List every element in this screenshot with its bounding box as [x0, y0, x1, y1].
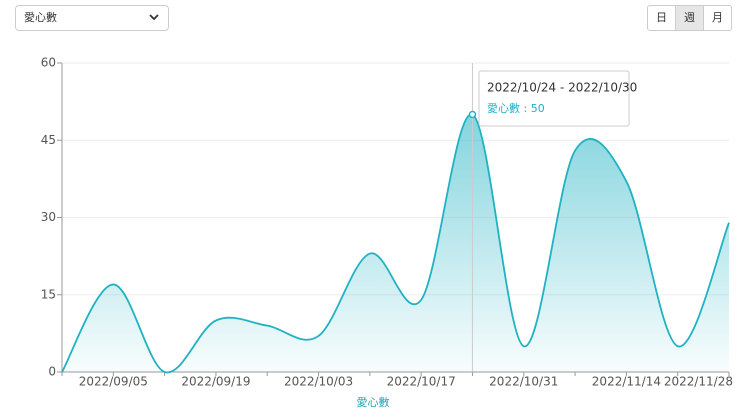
- period-button[interactable]: 週: [675, 6, 703, 30]
- y-tick-label: 0: [48, 365, 56, 379]
- x-tick-label: 2022/09/05: [79, 375, 148, 389]
- x-tick-label: 2022/11/14: [592, 375, 661, 389]
- x-tick-label: 2022/10/03: [284, 375, 353, 389]
- metric-dropdown[interactable]: 愛心數: [15, 5, 169, 31]
- tooltip-box: [478, 70, 630, 127]
- x-axis-title: 愛心數: [357, 396, 390, 409]
- dropdown-value: 愛心數: [24, 11, 57, 24]
- x-tick-label: 2022/10/31: [489, 375, 558, 389]
- y-tick-label: 30: [41, 210, 56, 224]
- area: [62, 114, 729, 373]
- y-tick-label: 60: [41, 56, 56, 70]
- x-tick-label: 2022/09/19: [181, 375, 250, 389]
- period-button[interactable]: 月: [703, 6, 731, 30]
- period-buttons: 日週月: [647, 5, 732, 31]
- tooltip-title: 2022/10/24 - 2022/10/30: [487, 81, 637, 95]
- chevron: [149, 14, 159, 21]
- y-tick-label: 15: [41, 287, 56, 301]
- line: [61, 113, 730, 374]
- y-tick-label: 45: [41, 133, 56, 147]
- period-button[interactable]: 日: [656, 11, 667, 24]
- x-tick-label: 2022/11/28: [664, 375, 733, 389]
- x-tick-label: 2022/10/17: [387, 375, 456, 389]
- tooltip-text: 愛心數 : 50: [487, 102, 545, 115]
- hover-point: [468, 110, 477, 119]
